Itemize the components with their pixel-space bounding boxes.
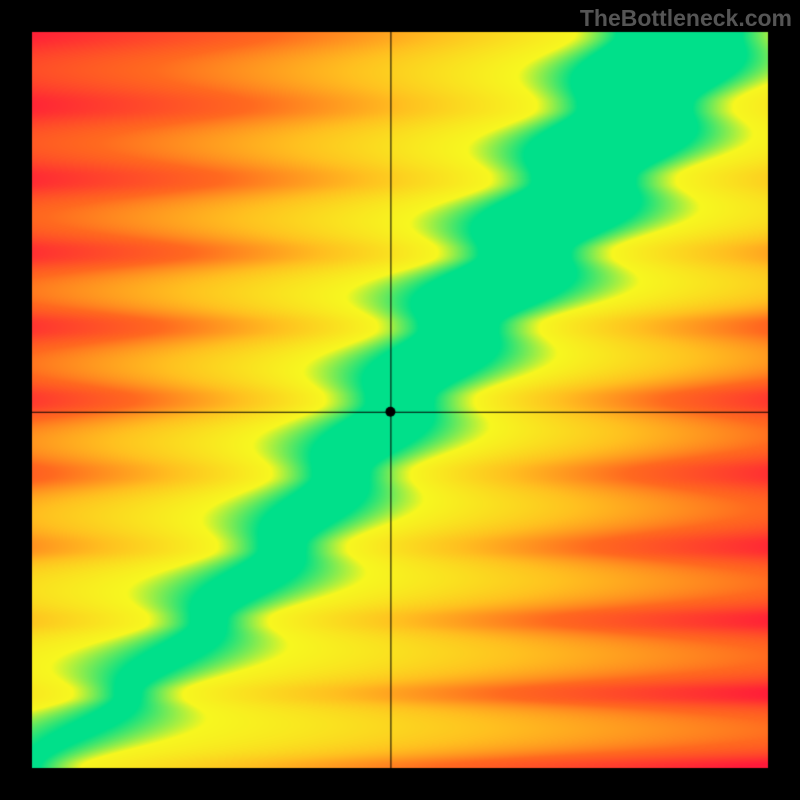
chart-container: TheBottleneck.com bbox=[0, 0, 800, 800]
bottleneck-heatmap-canvas bbox=[0, 0, 800, 800]
watermark-text: TheBottleneck.com bbox=[580, 5, 792, 32]
